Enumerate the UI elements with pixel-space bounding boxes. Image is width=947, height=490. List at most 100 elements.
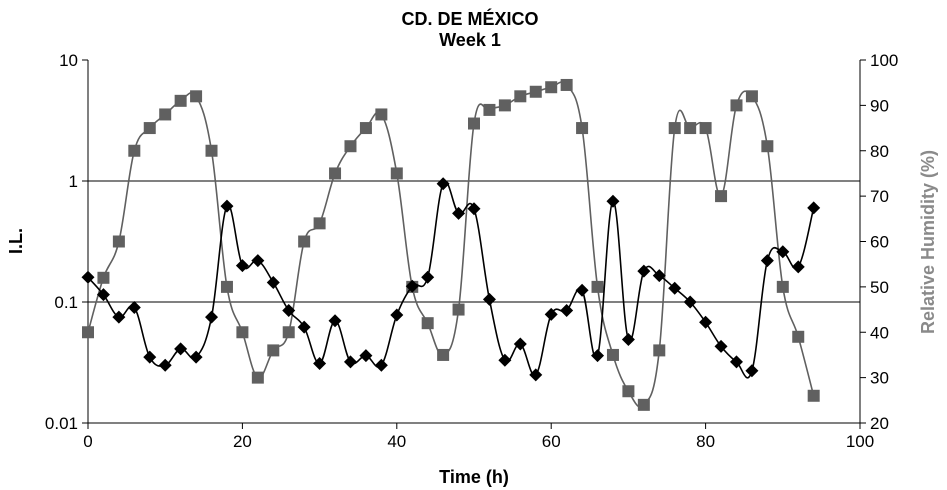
humidity-point [267, 344, 280, 357]
x-tick-label: 20 [233, 432, 252, 451]
humidity-point [159, 108, 172, 121]
il-point [606, 194, 620, 208]
humidity-point [112, 235, 125, 248]
humidity-point [143, 122, 156, 135]
il-point [668, 281, 682, 295]
humidity-point [174, 94, 187, 107]
il-point [313, 357, 327, 371]
gridlines [88, 180, 860, 303]
il-point [807, 201, 821, 215]
il-point [421, 270, 435, 284]
il-point [436, 177, 450, 191]
humidity-point [529, 85, 542, 98]
humidity-point [622, 385, 635, 398]
y-tick-label: 10 [59, 51, 78, 70]
humidity-point [190, 90, 203, 103]
y2-ticks: 20 30 40 50 60 70 80 90 100 [860, 51, 898, 433]
il-point [282, 304, 296, 318]
x-axis-label: Time (h) [439, 467, 509, 487]
il-point [112, 310, 126, 324]
y2-tick-label: 30 [870, 369, 889, 388]
il-point [699, 315, 713, 329]
humidity-point [792, 330, 805, 343]
humidity-point [251, 371, 264, 384]
humidity-point [282, 326, 295, 339]
humidity-point [560, 78, 573, 91]
humidity-point [468, 117, 480, 130]
humidity-point [452, 303, 465, 316]
il-point [143, 350, 157, 364]
humidity-point [591, 280, 604, 293]
humidity-point [236, 326, 249, 339]
humidity-point [730, 99, 743, 112]
humidity-point [776, 280, 789, 293]
y-axis-label: I.L. [6, 228, 26, 254]
humidity-point [514, 90, 527, 103]
il-point [174, 342, 188, 356]
il-point [297, 320, 311, 334]
humidity-point [545, 81, 558, 94]
il-point [452, 206, 466, 220]
humidity-point [699, 122, 712, 135]
il-point [390, 308, 404, 322]
il-point [205, 310, 219, 324]
il-point [529, 368, 543, 382]
il-point [374, 358, 388, 372]
y2-tick-label: 50 [870, 278, 889, 297]
humidity-point [313, 217, 326, 230]
humidity-point [715, 190, 728, 203]
humidity-point [761, 140, 774, 153]
il-point [251, 254, 265, 268]
humidity-point [220, 280, 233, 293]
il-point [745, 364, 759, 378]
series-il [81, 177, 821, 382]
x-tick-label: 100 [846, 432, 874, 451]
il-point [81, 270, 95, 284]
il-point [513, 337, 527, 351]
x-tick-label: 40 [387, 432, 406, 451]
humidity-point [668, 122, 681, 135]
il-point [791, 260, 805, 274]
y2-axis-label: Relative Humidity (%) [918, 150, 938, 334]
humidity-point [205, 144, 218, 157]
il-point [591, 349, 605, 363]
il-point [729, 355, 743, 369]
il-point [714, 339, 728, 353]
humidity-point [637, 398, 650, 411]
y-ticks: 0.01 0.1 1 10 [45, 51, 88, 433]
il-point [637, 264, 651, 278]
il-point [498, 353, 512, 367]
il-point [220, 199, 234, 213]
y2-tick-label: 20 [870, 414, 889, 433]
chart-title: CD. DE MÉXICO [401, 8, 538, 29]
humidity-point [576, 122, 589, 135]
il-point [652, 269, 666, 283]
il-point [776, 245, 790, 259]
humidity-point [329, 167, 342, 180]
il-point [158, 358, 172, 372]
humidity-point [498, 99, 511, 112]
humidity-point [421, 317, 434, 330]
series-relative-humidity [82, 78, 820, 411]
x-tick-label: 60 [542, 432, 561, 451]
humidity-point [298, 235, 311, 248]
il-point [328, 314, 342, 328]
il-point [760, 254, 774, 268]
x-tick-label: 80 [696, 432, 715, 451]
y-tick-label: 0.01 [45, 414, 78, 433]
y2-tick-label: 70 [870, 187, 889, 206]
humidity-point [606, 348, 619, 361]
y2-tick-label: 90 [870, 96, 889, 115]
humidity-point [375, 108, 388, 121]
il-point [127, 301, 141, 315]
il-point [467, 202, 481, 216]
il-point [575, 283, 589, 297]
humidity-point [359, 122, 372, 135]
il-point [621, 332, 635, 346]
humidity-point [483, 103, 496, 116]
y2-tick-label: 80 [870, 142, 889, 161]
humidity-point [684, 122, 697, 135]
il-point [359, 349, 373, 363]
il-point [235, 259, 249, 273]
